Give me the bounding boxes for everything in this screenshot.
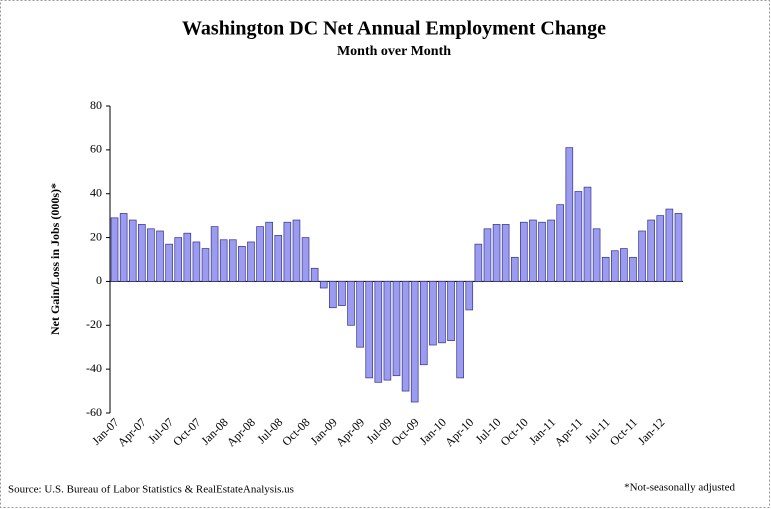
bar — [656, 215, 665, 282]
y-tick-label: 0 — [96, 273, 102, 287]
bar — [565, 147, 574, 282]
bar — [647, 219, 655, 282]
bar — [547, 219, 555, 282]
bar — [456, 281, 464, 379]
bar — [256, 226, 264, 282]
bar — [310, 267, 319, 282]
bar — [138, 224, 146, 282]
bar — [147, 228, 155, 282]
y-tick-label: 80 — [90, 98, 102, 112]
bar — [538, 221, 546, 282]
bar — [529, 219, 537, 282]
chart-title: Washington DC Net Annual Employment Chan… — [182, 18, 606, 40]
bar — [228, 239, 237, 282]
bar — [238, 245, 246, 282]
chart-subtitle: Month over Month — [337, 44, 451, 59]
y-tick-label: -40 — [86, 361, 102, 375]
bar — [247, 241, 255, 282]
bar — [110, 217, 119, 282]
y-axis-label: Net Gain/Loss in Jobs (000s)* — [48, 183, 62, 335]
bar — [174, 237, 183, 282]
bar — [338, 281, 346, 306]
bar — [119, 213, 128, 282]
bar — [419, 281, 428, 366]
bar — [447, 281, 455, 341]
bar — [329, 281, 337, 309]
bar — [638, 230, 646, 282]
bar — [192, 241, 201, 282]
bar — [265, 221, 273, 282]
bar — [665, 208, 674, 282]
bar — [183, 232, 192, 282]
bar — [438, 281, 446, 344]
bar — [128, 219, 137, 282]
bar — [492, 224, 501, 282]
bar — [292, 219, 301, 282]
bar — [383, 281, 392, 381]
bar — [319, 281, 328, 289]
bar — [392, 281, 401, 377]
bar — [429, 281, 437, 346]
bar — [465, 281, 474, 311]
bar — [274, 235, 283, 282]
bar — [483, 228, 492, 282]
bar — [510, 256, 519, 282]
bar — [365, 281, 374, 379]
bar — [520, 221, 528, 282]
bar — [301, 237, 310, 282]
bar — [210, 226, 219, 282]
bar — [620, 248, 628, 282]
bar — [592, 228, 601, 282]
bar — [610, 250, 619, 282]
bar — [401, 281, 410, 392]
bar — [165, 243, 173, 282]
bar — [574, 191, 583, 282]
bar — [601, 256, 610, 282]
y-tick-label: 20 — [90, 229, 102, 243]
bar — [283, 221, 292, 282]
bar — [201, 248, 210, 282]
note: *Not-seasonally adjusted — [624, 482, 735, 494]
bar — [219, 239, 228, 282]
bar — [347, 281, 355, 326]
bar — [674, 213, 683, 282]
bar — [556, 204, 565, 282]
bar — [474, 243, 483, 282]
y-tick-label: -20 — [86, 317, 102, 331]
bar — [583, 186, 592, 282]
y-tick-label: 40 — [90, 185, 102, 199]
bar — [629, 256, 637, 282]
bar — [374, 281, 383, 383]
bar — [501, 224, 510, 282]
y-tick-label: 60 — [90, 142, 102, 156]
y-tick-label: -60 — [86, 405, 102, 419]
source: Source: U.S. Bureau of Labor Statistics … — [8, 484, 294, 496]
bar — [156, 230, 164, 282]
bar — [356, 281, 364, 348]
bar — [410, 281, 419, 403]
